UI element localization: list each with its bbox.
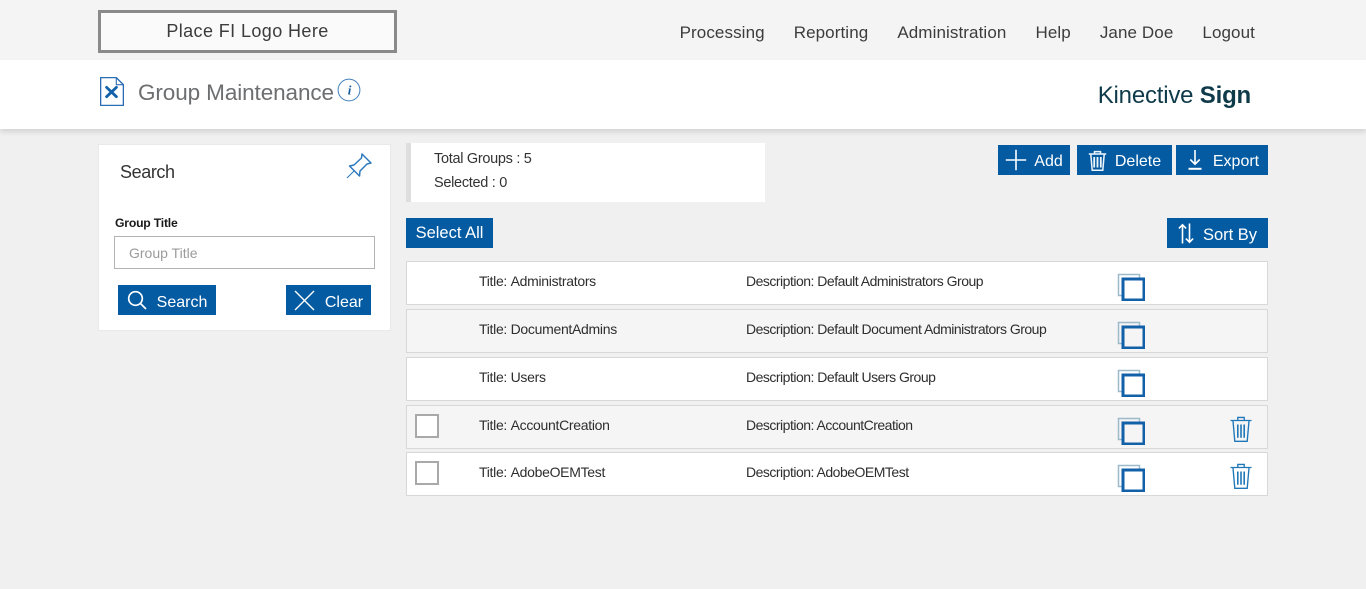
svg-text:i: i <box>348 83 352 98</box>
